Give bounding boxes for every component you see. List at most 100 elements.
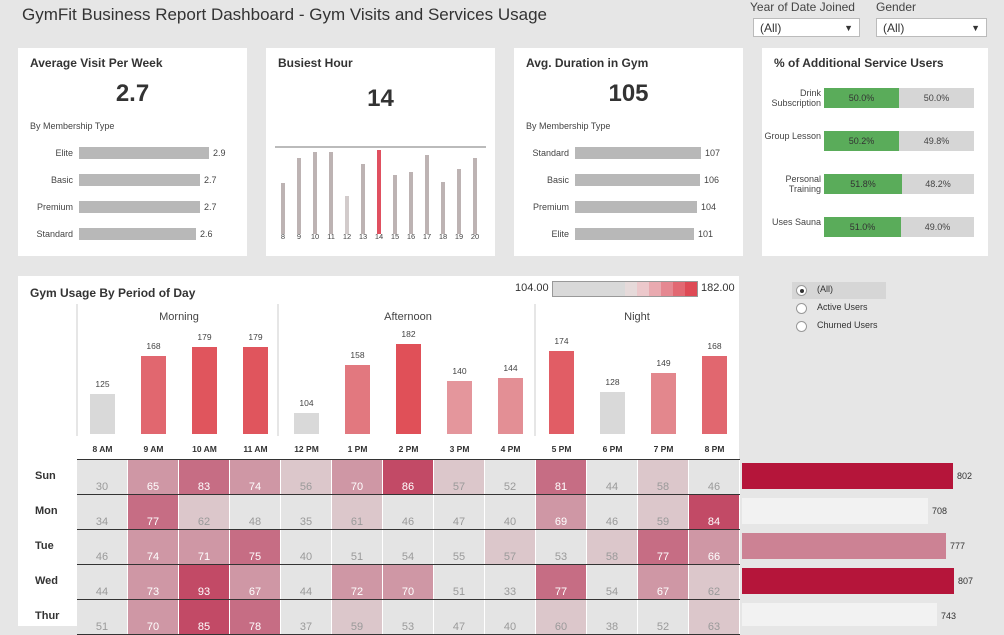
heatmap-cell[interactable]: 75 [230,530,281,565]
heatmap-cell[interactable]: 60 [536,600,587,635]
radio-option-label[interactable]: (All) [817,284,833,294]
heatmap-cell[interactable]: 46 [587,495,638,530]
radio-button[interactable] [796,285,807,296]
heatmap-cell[interactable]: 77 [638,530,689,565]
service-label: Uses Sauna [771,217,821,227]
radio-button[interactable] [796,321,807,332]
heatmap-cell[interactable]: 54 [383,530,434,565]
hour-bar [345,196,349,234]
heatmap-cell[interactable]: 71 [179,530,230,565]
heatmap-cell[interactable]: 51 [332,530,383,565]
heatmap-cell[interactable]: 44 [281,565,332,600]
heatmap-cell[interactable]: 62 [689,565,740,600]
heatmap-cell[interactable]: 61 [332,495,383,530]
bar-value-label: 149 [656,358,670,368]
kpi-value: 105 [608,80,649,107]
kpi-value: 14 [367,85,394,112]
gender-filter-select[interactable]: (All) ▼ [876,18,987,37]
hour-bar [393,175,397,234]
heatmap-cell[interactable]: 86 [383,460,434,495]
row-label: Basic [50,175,73,185]
period-label: Afternoon [384,311,432,323]
heatmap-cell[interactable]: 44 [77,565,128,600]
hour-usage-bar [447,381,472,434]
heatmap-cell[interactable]: 57 [485,530,536,565]
heatmap-cell[interactable]: 59 [332,600,383,635]
heatmap-cell[interactable]: 33 [485,565,536,600]
day-total-bar [742,568,954,594]
heatmap-cell[interactable]: 56 [281,460,332,495]
heatmap-cell[interactable]: 84 [689,495,740,530]
heatmap-cell[interactable]: 48 [230,495,281,530]
busiest-hour-chart: 8 9 10 11 12 13 14 15 16 17 18 19 20 [275,146,486,241]
row-value: 2.6 [200,229,213,239]
value-bar [575,147,701,159]
heatmap-cell[interactable]: 46 [689,460,740,495]
hour-usage-bar [702,356,727,434]
heatmap-cell[interactable]: 34 [77,495,128,530]
day-label: Sun [35,470,56,482]
heatmap-cell[interactable]: 46 [77,530,128,565]
radio-option-label[interactable]: Active Users [817,302,868,312]
hour-tick-label: 19 [455,232,463,241]
heatmap-cell[interactable]: 47 [434,495,485,530]
heatmap-cell[interactable]: 67 [230,565,281,600]
hour-usage-bar [396,344,421,434]
heatmap-cell[interactable]: 53 [383,600,434,635]
heatmap-cell[interactable]: 74 [230,460,281,495]
heatmap-cell[interactable]: 30 [77,460,128,495]
radio-button[interactable] [796,303,807,314]
heatmap-cell[interactable]: 83 [179,460,230,495]
heatmap-cell[interactable]: 37 [281,600,332,635]
heatmap-cell[interactable]: 77 [128,495,179,530]
heatmap-cell[interactable]: 70 [332,460,383,495]
heatmap-cell[interactable]: 67 [638,565,689,600]
heatmap-cell[interactable]: 69 [536,495,587,530]
heatmap-cell[interactable]: 52 [638,600,689,635]
heatmap-cell[interactable]: 66 [689,530,740,565]
yes-share-bar: 51.0% [824,217,901,237]
heatmap-cell[interactable]: 52 [485,460,536,495]
heatmap-cell[interactable]: 85 [179,600,230,635]
heatmap-cell[interactable]: 77 [536,565,587,600]
heatmap-cell[interactable]: 70 [383,565,434,600]
heatmap-cell[interactable]: 58 [638,460,689,495]
heatmap-cell[interactable]: 51 [434,565,485,600]
heatmap-cell[interactable]: 53 [536,530,587,565]
heatmap-cell[interactable]: 47 [434,600,485,635]
heatmap-cell[interactable]: 38 [587,600,638,635]
heatmap-cell[interactable]: 73 [128,565,179,600]
heatmap-cell[interactable]: 35 [281,495,332,530]
heatmap-cell[interactable]: 74 [128,530,179,565]
hour-usage-bar [600,392,625,434]
heatmap-cell[interactable]: 51 [77,600,128,635]
heatmap-cell[interactable]: 44 [587,460,638,495]
row-divider [77,599,740,600]
heatmap-cell[interactable]: 65 [128,460,179,495]
heatmap-cell[interactable]: 63 [689,600,740,635]
heatmap-cell[interactable]: 59 [638,495,689,530]
user-filter-panel: (All) Active Users Churned Users 802 708 777… [742,276,1004,626]
heatmap-cell[interactable]: 58 [587,530,638,565]
day-total-value: 777 [950,541,965,551]
heatmap-cell[interactable]: 72 [332,565,383,600]
heatmap-cell[interactable]: 70 [128,600,179,635]
heatmap-cell[interactable]: 93 [179,565,230,600]
no-share-bar: 49.8% [899,131,974,151]
year-filter-select[interactable]: (All) ▼ [753,18,860,37]
heatmap-cell[interactable]: 81 [536,460,587,495]
day-label: Tue [35,540,54,552]
no-share-bar: 48.2% [902,174,974,194]
heatmap-cell[interactable]: 40 [485,600,536,635]
heatmap-cell[interactable]: 40 [281,530,332,565]
heatmap-cell[interactable]: 57 [434,460,485,495]
heatmap-cell[interactable]: 62 [179,495,230,530]
day-total-value: 807 [958,576,973,586]
heatmap-cell[interactable]: 55 [434,530,485,565]
radio-option-label[interactable]: Churned Users [817,320,878,330]
heatmap-cell[interactable]: 78 [230,600,281,635]
bar-value-label: 140 [452,366,466,376]
heatmap-cell[interactable]: 54 [587,565,638,600]
heatmap-cell[interactable]: 40 [485,495,536,530]
heatmap-cell[interactable]: 46 [383,495,434,530]
